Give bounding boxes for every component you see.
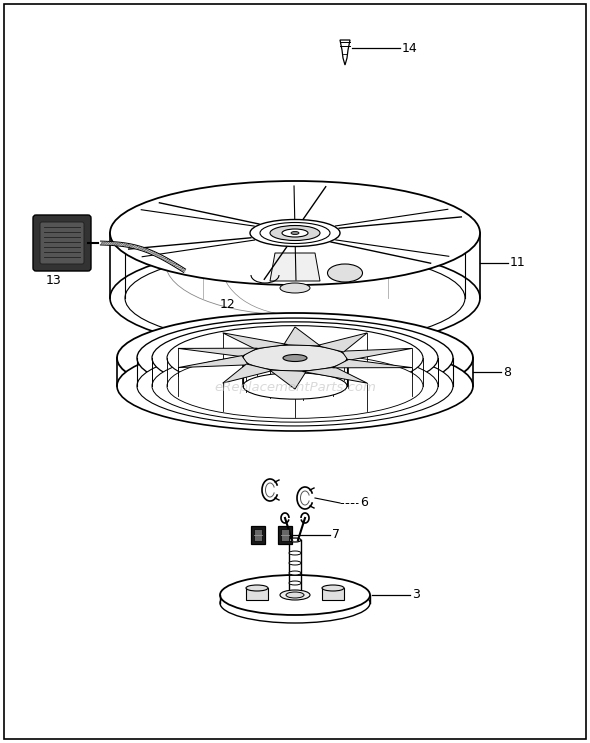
Ellipse shape xyxy=(289,561,301,565)
Text: 13: 13 xyxy=(46,273,62,287)
Text: 14: 14 xyxy=(402,42,418,54)
Ellipse shape xyxy=(152,322,438,394)
Ellipse shape xyxy=(283,354,307,362)
Ellipse shape xyxy=(289,551,301,555)
Ellipse shape xyxy=(246,585,268,591)
Text: 12: 12 xyxy=(220,299,236,311)
FancyBboxPatch shape xyxy=(40,222,84,264)
Ellipse shape xyxy=(250,219,340,247)
Ellipse shape xyxy=(110,246,480,350)
Polygon shape xyxy=(284,327,320,346)
Ellipse shape xyxy=(125,251,465,345)
Ellipse shape xyxy=(291,232,299,235)
Polygon shape xyxy=(270,253,320,281)
Polygon shape xyxy=(317,333,368,352)
Ellipse shape xyxy=(289,538,301,542)
Ellipse shape xyxy=(286,592,304,598)
Bar xyxy=(254,529,262,541)
Bar xyxy=(110,233,480,303)
Text: 11: 11 xyxy=(510,256,526,270)
Ellipse shape xyxy=(110,181,480,285)
Ellipse shape xyxy=(220,583,370,623)
Polygon shape xyxy=(178,356,248,368)
Ellipse shape xyxy=(243,345,347,372)
Polygon shape xyxy=(340,40,350,65)
Bar xyxy=(278,526,292,544)
Polygon shape xyxy=(178,348,257,357)
Text: eReplacementParts.com: eReplacementParts.com xyxy=(214,381,376,395)
Polygon shape xyxy=(342,348,412,360)
Bar xyxy=(322,588,344,600)
Ellipse shape xyxy=(243,373,347,399)
Ellipse shape xyxy=(167,325,423,390)
Polygon shape xyxy=(333,360,412,368)
Ellipse shape xyxy=(270,225,320,241)
Ellipse shape xyxy=(167,354,423,418)
Ellipse shape xyxy=(280,283,310,293)
Ellipse shape xyxy=(260,222,330,244)
Ellipse shape xyxy=(117,313,473,403)
Polygon shape xyxy=(222,333,287,349)
Text: 6: 6 xyxy=(360,496,368,510)
Ellipse shape xyxy=(322,585,344,591)
Text: 8: 8 xyxy=(503,366,511,378)
Text: 3: 3 xyxy=(412,588,420,602)
Ellipse shape xyxy=(152,350,438,422)
Bar xyxy=(251,526,265,544)
Ellipse shape xyxy=(220,575,370,615)
Ellipse shape xyxy=(137,346,453,426)
Ellipse shape xyxy=(280,590,310,600)
Bar xyxy=(281,529,289,541)
Bar xyxy=(246,588,268,600)
Polygon shape xyxy=(222,364,273,383)
Polygon shape xyxy=(303,367,368,383)
Ellipse shape xyxy=(137,318,453,398)
Ellipse shape xyxy=(117,341,473,431)
FancyBboxPatch shape xyxy=(33,215,91,271)
Ellipse shape xyxy=(327,264,362,282)
Ellipse shape xyxy=(289,571,301,575)
Ellipse shape xyxy=(289,581,301,585)
Ellipse shape xyxy=(282,229,308,237)
Polygon shape xyxy=(270,370,306,389)
Text: 7: 7 xyxy=(332,528,340,542)
